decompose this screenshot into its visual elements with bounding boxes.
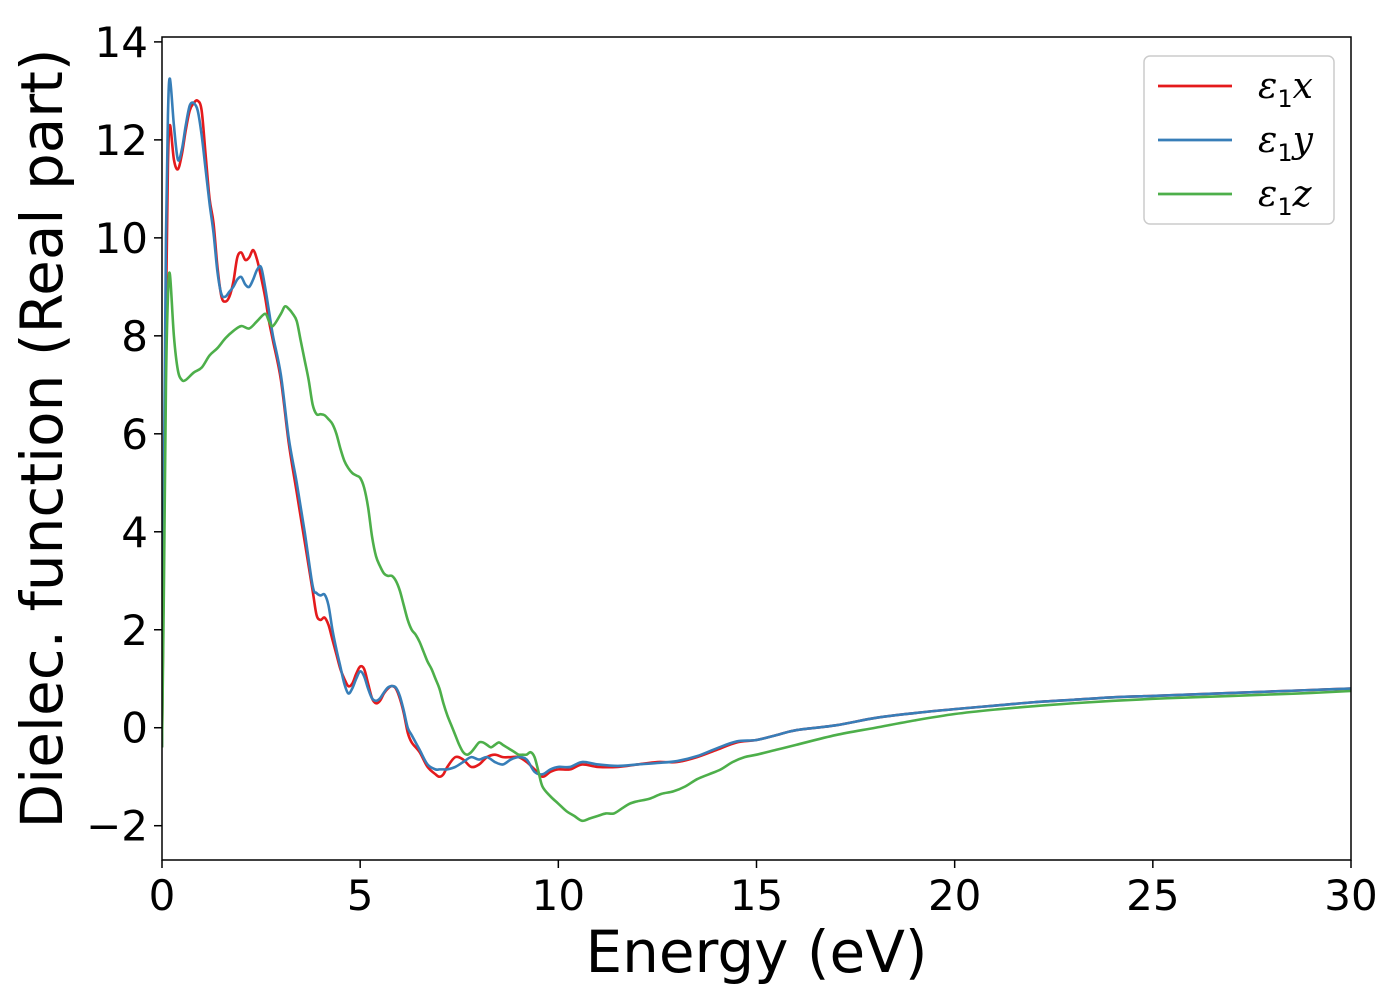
legend-entry-x: ε1x [1158,66,1313,113]
legend-box [1143,55,1335,225]
y-axis-label: Dielec. function (Real part) [8,48,76,828]
x-tick-label: 20 [928,871,981,920]
legend: ε1x ε1y ε1z [1143,55,1335,225]
legend-label: ε1x [1258,66,1313,113]
x-axis-label: Energy (eV) [585,918,927,986]
legend-entry-z: ε1z [1158,174,1313,221]
series-line-z [162,271,1351,823]
y-tick-label: −2 [86,802,148,851]
y-tick-label: 2 [121,606,148,655]
x-axis: 0 5 10 15 20 25 30 [149,860,1378,920]
y-tick-label: 10 [95,214,148,263]
x-tick-label: 25 [1126,871,1179,920]
y-tick-label: 12 [95,116,148,165]
legend-entry-y: ε1y [1158,120,1314,167]
series-line-y [162,77,1351,776]
x-tick-label: 10 [532,871,585,920]
y-tick-label: 6 [121,410,148,459]
y-tick-label: 14 [95,18,148,67]
x-tick-label: 15 [730,871,783,920]
legend-label: ε1z [1258,174,1313,221]
x-tick-label: 5 [347,871,374,920]
x-tick-label: 0 [149,871,176,920]
x-tick-label: 30 [1324,871,1377,920]
y-tick-label: 8 [121,312,148,361]
y-tick-label: 0 [121,704,148,753]
legend-label: ε1y [1258,120,1314,167]
series-layer [162,77,1351,823]
y-tick-label: 4 [121,508,148,557]
y-axis: −2 0 2 4 6 8 10 12 14 [86,18,162,851]
